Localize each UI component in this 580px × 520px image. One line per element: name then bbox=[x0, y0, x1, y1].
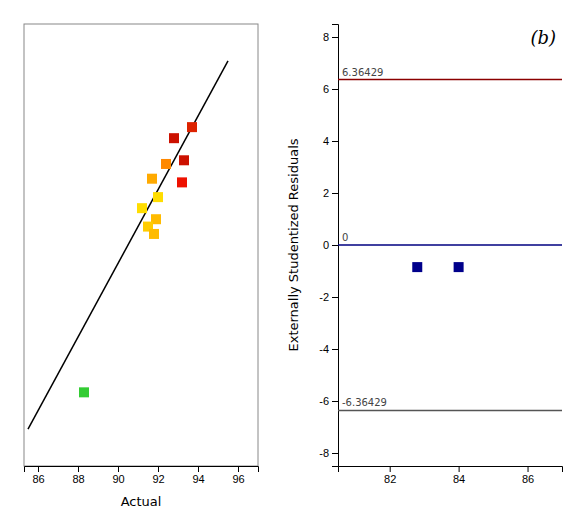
point bbox=[137, 203, 147, 213]
y-tick-label: 4 bbox=[323, 135, 329, 147]
y-tick-label: -2 bbox=[319, 291, 329, 303]
y-tick: -4 bbox=[319, 343, 338, 355]
y-tick: -6 bbox=[319, 395, 338, 407]
x-axis: 86 88 90 92 94 96 bbox=[25, 466, 259, 485]
point bbox=[147, 174, 157, 184]
x-tick-label: 86 bbox=[32, 473, 44, 485]
x-tick-mark bbox=[238, 466, 239, 472]
y-axis-title: Externally Studentized Residuals bbox=[286, 138, 301, 351]
x-tick-mark bbox=[78, 466, 79, 472]
point bbox=[179, 155, 189, 165]
y-tick-mark bbox=[332, 401, 338, 402]
x-tick-label: 84 bbox=[453, 473, 465, 485]
point bbox=[187, 122, 197, 132]
y-tick-mark bbox=[332, 245, 338, 246]
line bbox=[28, 61, 228, 429]
x-tick: 86 bbox=[32, 466, 44, 485]
reference-line bbox=[338, 79, 562, 81]
panel: 82 84 86 -8 -6 -4 -2 0 2 4 6 8 Externally Studentize… bbox=[286, 25, 563, 485]
x-tick: 84 bbox=[453, 466, 465, 485]
x-tick: 96 bbox=[232, 466, 244, 485]
panel-label: (b) bbox=[530, 27, 556, 48]
plot-area bbox=[28, 61, 228, 429]
x-tick-mark bbox=[459, 466, 460, 472]
y-tick: 0 bbox=[323, 239, 338, 251]
x-tick-mark bbox=[390, 466, 391, 472]
x-tick-label: 86 bbox=[522, 473, 534, 485]
point bbox=[153, 192, 163, 202]
plot-area bbox=[338, 80, 562, 411]
x-tick-label: 92 bbox=[152, 473, 164, 485]
y-tick-mark bbox=[332, 297, 338, 298]
point bbox=[161, 159, 171, 169]
x-tick-mark bbox=[528, 466, 529, 472]
y-tick-label: 0 bbox=[323, 239, 329, 251]
reference-line-label: -6.36429 bbox=[342, 397, 387, 408]
x-axis: 82 84 86 bbox=[339, 466, 563, 485]
chart: 86 88 90 92 94 96 Actual 82 84 86 -8 -6 -4 -2 0 2 4 6 8 Ext… bbox=[0, 0, 580, 520]
y-tick: 4 bbox=[323, 135, 338, 147]
x-tick: 90 bbox=[112, 466, 124, 485]
x-tick-mark bbox=[118, 466, 119, 472]
x-axis-title: Actual bbox=[121, 494, 162, 509]
y-tick-mark bbox=[332, 37, 338, 38]
x-tick-label: 90 bbox=[112, 473, 124, 485]
x-tick-mark bbox=[38, 466, 39, 472]
point bbox=[169, 133, 179, 143]
point bbox=[79, 387, 89, 397]
y-tick: -2 bbox=[319, 291, 338, 303]
point bbox=[149, 229, 159, 239]
plot-frame bbox=[24, 24, 258, 466]
y-tick: 6 bbox=[323, 83, 338, 95]
y-tick: 2 bbox=[323, 187, 338, 199]
x-tick: 86 bbox=[522, 466, 534, 485]
x-axis-line bbox=[339, 467, 563, 473]
y-tick-mark bbox=[332, 89, 338, 90]
y-axis: -8 -6 -4 -2 0 2 4 6 8 bbox=[319, 25, 338, 467]
y-tick-label: 8 bbox=[323, 31, 329, 43]
y-tick-label: 2 bbox=[323, 187, 329, 199]
x-tick-label: 94 bbox=[192, 473, 204, 485]
y-tick-label: 6 bbox=[323, 83, 329, 95]
reference-line bbox=[338, 244, 562, 246]
x-tick: 92 bbox=[152, 466, 164, 485]
point bbox=[454, 262, 464, 272]
x-tick-label: 96 bbox=[232, 473, 244, 485]
x-tick-mark bbox=[158, 466, 159, 472]
y-tick: 8 bbox=[323, 31, 338, 43]
panel: 86 88 90 92 94 96 Actual bbox=[24, 24, 259, 509]
point bbox=[177, 177, 187, 187]
reference-line-label: 0 bbox=[342, 232, 348, 243]
y-axis-line bbox=[332, 25, 339, 467]
x-axis-line bbox=[25, 467, 259, 473]
y-tick-mark bbox=[332, 349, 338, 350]
y-tick-mark bbox=[332, 453, 338, 454]
x-tick-label: 88 bbox=[72, 473, 84, 485]
reference-line bbox=[338, 410, 562, 412]
y-tick-mark bbox=[332, 141, 338, 142]
y-tick-label: -4 bbox=[319, 343, 329, 355]
x-tick-label: 82 bbox=[384, 473, 396, 485]
x-tick: 94 bbox=[192, 466, 204, 485]
x-tick: 82 bbox=[384, 466, 396, 485]
y-tick-label: -8 bbox=[319, 447, 329, 459]
point bbox=[412, 262, 422, 272]
x-tick: 88 bbox=[72, 466, 84, 485]
reference-line-label: 6.36429 bbox=[342, 67, 383, 78]
y-tick-label: -6 bbox=[319, 395, 329, 407]
y-tick: -8 bbox=[319, 447, 338, 459]
x-tick-mark bbox=[198, 466, 199, 472]
y-tick-mark bbox=[332, 193, 338, 194]
